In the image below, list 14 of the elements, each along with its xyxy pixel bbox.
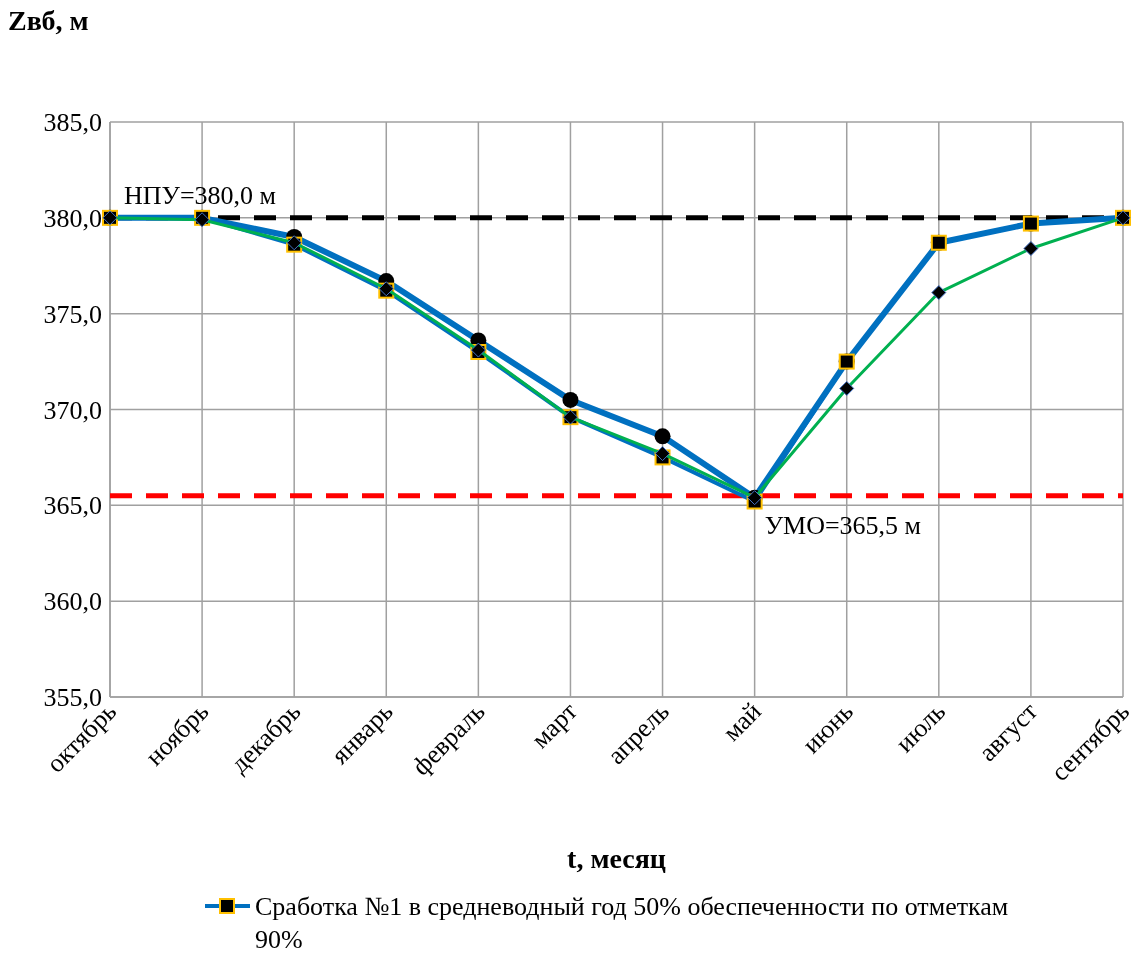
y-tick-label: 370,0 — [43, 395, 102, 425]
ref-line-label: НПУ=380,0 м — [124, 180, 277, 210]
x-tick-label: май — [716, 696, 767, 747]
ref-line-label: УМО=365,5 м — [764, 510, 922, 540]
y-tick-label: 385,0 — [43, 108, 102, 138]
legend-label: Сработка №1 в средневодный год 50% обеспеченности по отметкам 90% — [255, 891, 1010, 955]
x-tick-label: март — [525, 696, 583, 754]
y-tick-label: 360,0 — [43, 587, 102, 617]
y-tick-label: 365,0 — [43, 491, 102, 521]
y-tick-label: 355,0 — [43, 683, 102, 713]
x-axis-title: t, месяц — [567, 843, 666, 874]
y-tick-label: 380,0 — [43, 203, 102, 233]
y-axis-title: Zвб, м — [8, 5, 89, 36]
y-tick-label: 375,0 — [43, 299, 102, 329]
